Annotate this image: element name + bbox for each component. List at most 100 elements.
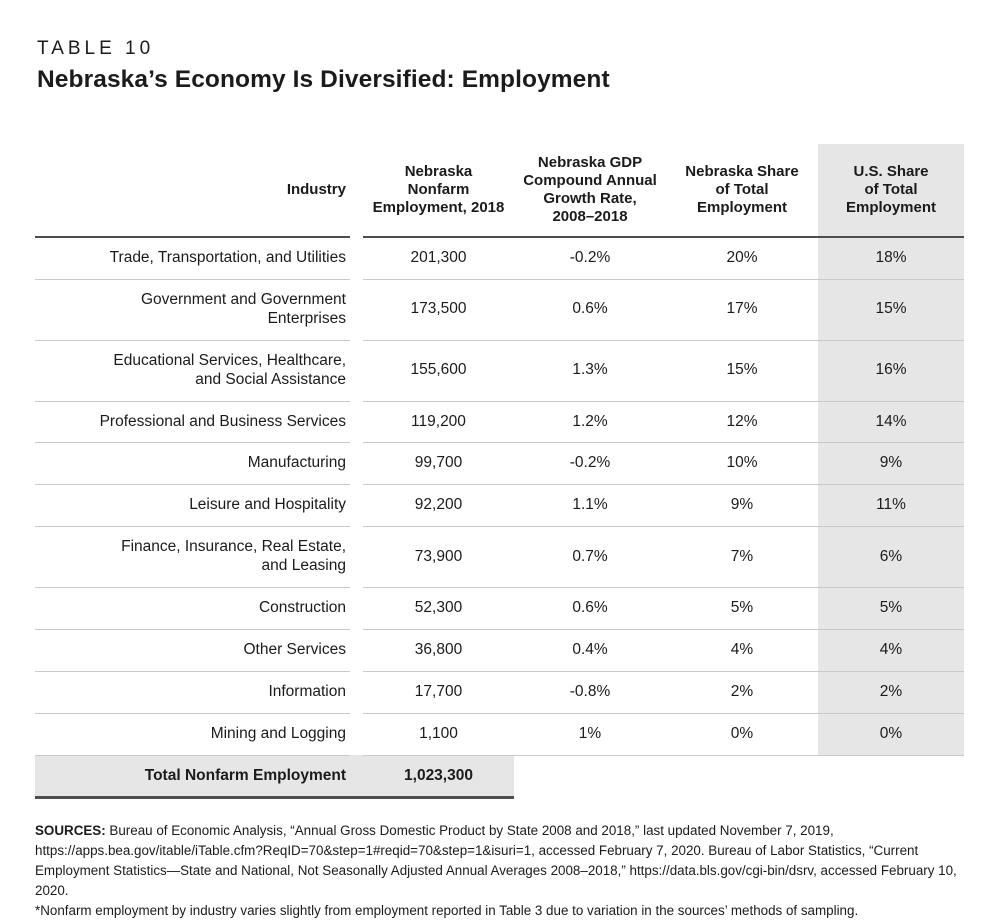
ne-share-cell: 15% xyxy=(666,340,818,402)
ne-share-cell: 2% xyxy=(666,671,818,714)
table-footer: Total Nonfarm Employment 1,023,300 xyxy=(35,755,964,799)
growth-cell: 1.3% xyxy=(514,340,666,402)
growth-cell: -0.2% xyxy=(514,237,666,280)
industry-cell: Mining and Logging xyxy=(35,713,350,756)
employment-cell: 17,700 xyxy=(363,671,514,714)
us-share-cell: 5% xyxy=(818,587,964,630)
column-gap xyxy=(350,237,363,279)
table-row: Manufacturing 99,700 -0.2% 10% 9% xyxy=(35,442,964,486)
growth-cell: 0.6% xyxy=(514,587,666,630)
column-gap xyxy=(350,340,363,401)
column-gap xyxy=(350,401,363,443)
column-header-us-share: U.S. Share of Total Employment xyxy=(818,144,964,238)
ne-share-cell: 20% xyxy=(666,237,818,280)
industry-cell: Trade, Transportation, and Utilities xyxy=(35,237,350,280)
table-row: Construction 52,300 0.6% 5% 5% xyxy=(35,587,964,630)
header-row: Industry Nebraska Nonfarm Employment, 20… xyxy=(35,144,964,238)
employment-cell: 99,700 xyxy=(363,442,514,486)
industry-cell: Construction xyxy=(35,587,350,630)
growth-cell: 1% xyxy=(514,713,666,756)
us-share-cell: 14% xyxy=(818,401,964,444)
us-share-cell: 15% xyxy=(818,279,964,341)
table-row: Government and Government Enterprises 17… xyxy=(35,279,964,341)
column-header-industry: Industry xyxy=(35,144,350,238)
page-title: Nebraska’s Economy Is Diversified: Emplo… xyxy=(37,66,610,93)
empty-cell xyxy=(818,755,964,797)
ne-share-cell: 9% xyxy=(666,484,818,528)
growth-cell: 0.6% xyxy=(514,279,666,341)
table-row: Educational Services, Healthcare, and So… xyxy=(35,340,964,402)
employment-cell: 52,300 xyxy=(363,587,514,630)
ne-share-cell: 12% xyxy=(666,401,818,444)
us-share-cell: 2% xyxy=(818,671,964,714)
table-row: Trade, Transportation, and Utilities 201… xyxy=(35,237,964,280)
column-gap xyxy=(350,485,363,527)
ne-share-cell: 0% xyxy=(666,713,818,756)
column-gap xyxy=(350,527,363,588)
column-header-employment: Nebraska Nonfarm Employment, 2018 xyxy=(363,144,514,238)
total-row: Total Nonfarm Employment 1,023,300 xyxy=(35,755,964,799)
employment-cell: 36,800 xyxy=(363,629,514,672)
table-row: Information 17,700 -0.8% 2% 2% xyxy=(35,671,964,714)
ne-share-cell: 7% xyxy=(666,526,818,589)
employment-cell: 119,200 xyxy=(363,401,514,444)
growth-cell: 0.4% xyxy=(514,629,666,672)
industry-cell: Professional and Business Services xyxy=(35,401,350,444)
employment-cell: 92,200 xyxy=(363,484,514,528)
employment-cell: 201,300 xyxy=(363,237,514,280)
empty-cell xyxy=(666,755,818,797)
industry-cell: Government and Government Enterprises xyxy=(35,279,350,341)
table-body: Trade, Transportation, and Utilities 201… xyxy=(35,237,964,756)
sources-label: SOURCES: xyxy=(35,822,106,838)
table-row: Mining and Logging 1,100 1% 0% 0% xyxy=(35,713,964,756)
ne-share-cell: 17% xyxy=(666,279,818,341)
growth-cell: -0.8% xyxy=(514,671,666,714)
industry-cell: Other Services xyxy=(35,629,350,672)
us-share-cell: 11% xyxy=(818,484,964,528)
footnote-text: *Nonfarm employment by industry varies s… xyxy=(35,903,859,919)
column-gap xyxy=(350,279,363,340)
total-value: 1,023,300 xyxy=(363,755,514,799)
us-share-cell: 6% xyxy=(818,526,964,589)
us-share-cell: 16% xyxy=(818,340,964,402)
table-number: TABLE 10 xyxy=(37,38,155,59)
column-gap xyxy=(350,713,363,755)
us-share-cell: 9% xyxy=(818,442,964,486)
column-gap xyxy=(350,144,363,237)
column-gap xyxy=(350,629,363,671)
employment-cell: 1,100 xyxy=(363,713,514,756)
table-row: Finance, Insurance, Real Estate, and Lea… xyxy=(35,526,964,589)
column-gap xyxy=(350,588,363,630)
total-label: Total Nonfarm Employment xyxy=(35,755,350,799)
column-gap xyxy=(350,671,363,713)
us-share-cell: 0% xyxy=(818,713,964,756)
sources-text: Bureau of Economic Analysis, “Annual Gro… xyxy=(35,822,957,899)
industry-cell: Educational Services, Healthcare, and So… xyxy=(35,340,350,402)
industry-cell: Manufacturing xyxy=(35,442,350,486)
ne-share-cell: 5% xyxy=(666,587,818,630)
employment-cell: 173,500 xyxy=(363,279,514,341)
industry-cell: Finance, Insurance, Real Estate, and Lea… xyxy=(35,526,350,589)
growth-cell: -0.2% xyxy=(514,442,666,486)
table-row: Leisure and Hospitality 92,200 1.1% 9% 1… xyxy=(35,484,964,528)
table-row: Professional and Business Services 119,2… xyxy=(35,401,964,444)
us-share-cell: 18% xyxy=(818,237,964,280)
us-share-cell: 4% xyxy=(818,629,964,672)
growth-cell: 1.2% xyxy=(514,401,666,444)
column-header-ne-share: Nebraska Share of Total Employment xyxy=(666,144,818,238)
ne-share-cell: 10% xyxy=(666,442,818,486)
table-row: Other Services 36,800 0.4% 4% 4% xyxy=(35,629,964,672)
growth-cell: 0.7% xyxy=(514,526,666,589)
empty-cell xyxy=(514,755,666,797)
growth-cell: 1.1% xyxy=(514,484,666,528)
ne-share-cell: 4% xyxy=(666,629,818,672)
table-header: Industry Nebraska Nonfarm Employment, 20… xyxy=(35,144,964,238)
employment-table: Industry Nebraska Nonfarm Employment, 20… xyxy=(35,144,964,799)
sources-paragraph: SOURCES: Bureau of Economic Analysis, “A… xyxy=(35,821,964,901)
industry-cell: Leisure and Hospitality xyxy=(35,484,350,528)
employment-cell: 73,900 xyxy=(363,526,514,589)
employment-cell: 155,600 xyxy=(363,340,514,402)
industry-cell: Information xyxy=(35,671,350,714)
column-gap xyxy=(350,755,363,799)
